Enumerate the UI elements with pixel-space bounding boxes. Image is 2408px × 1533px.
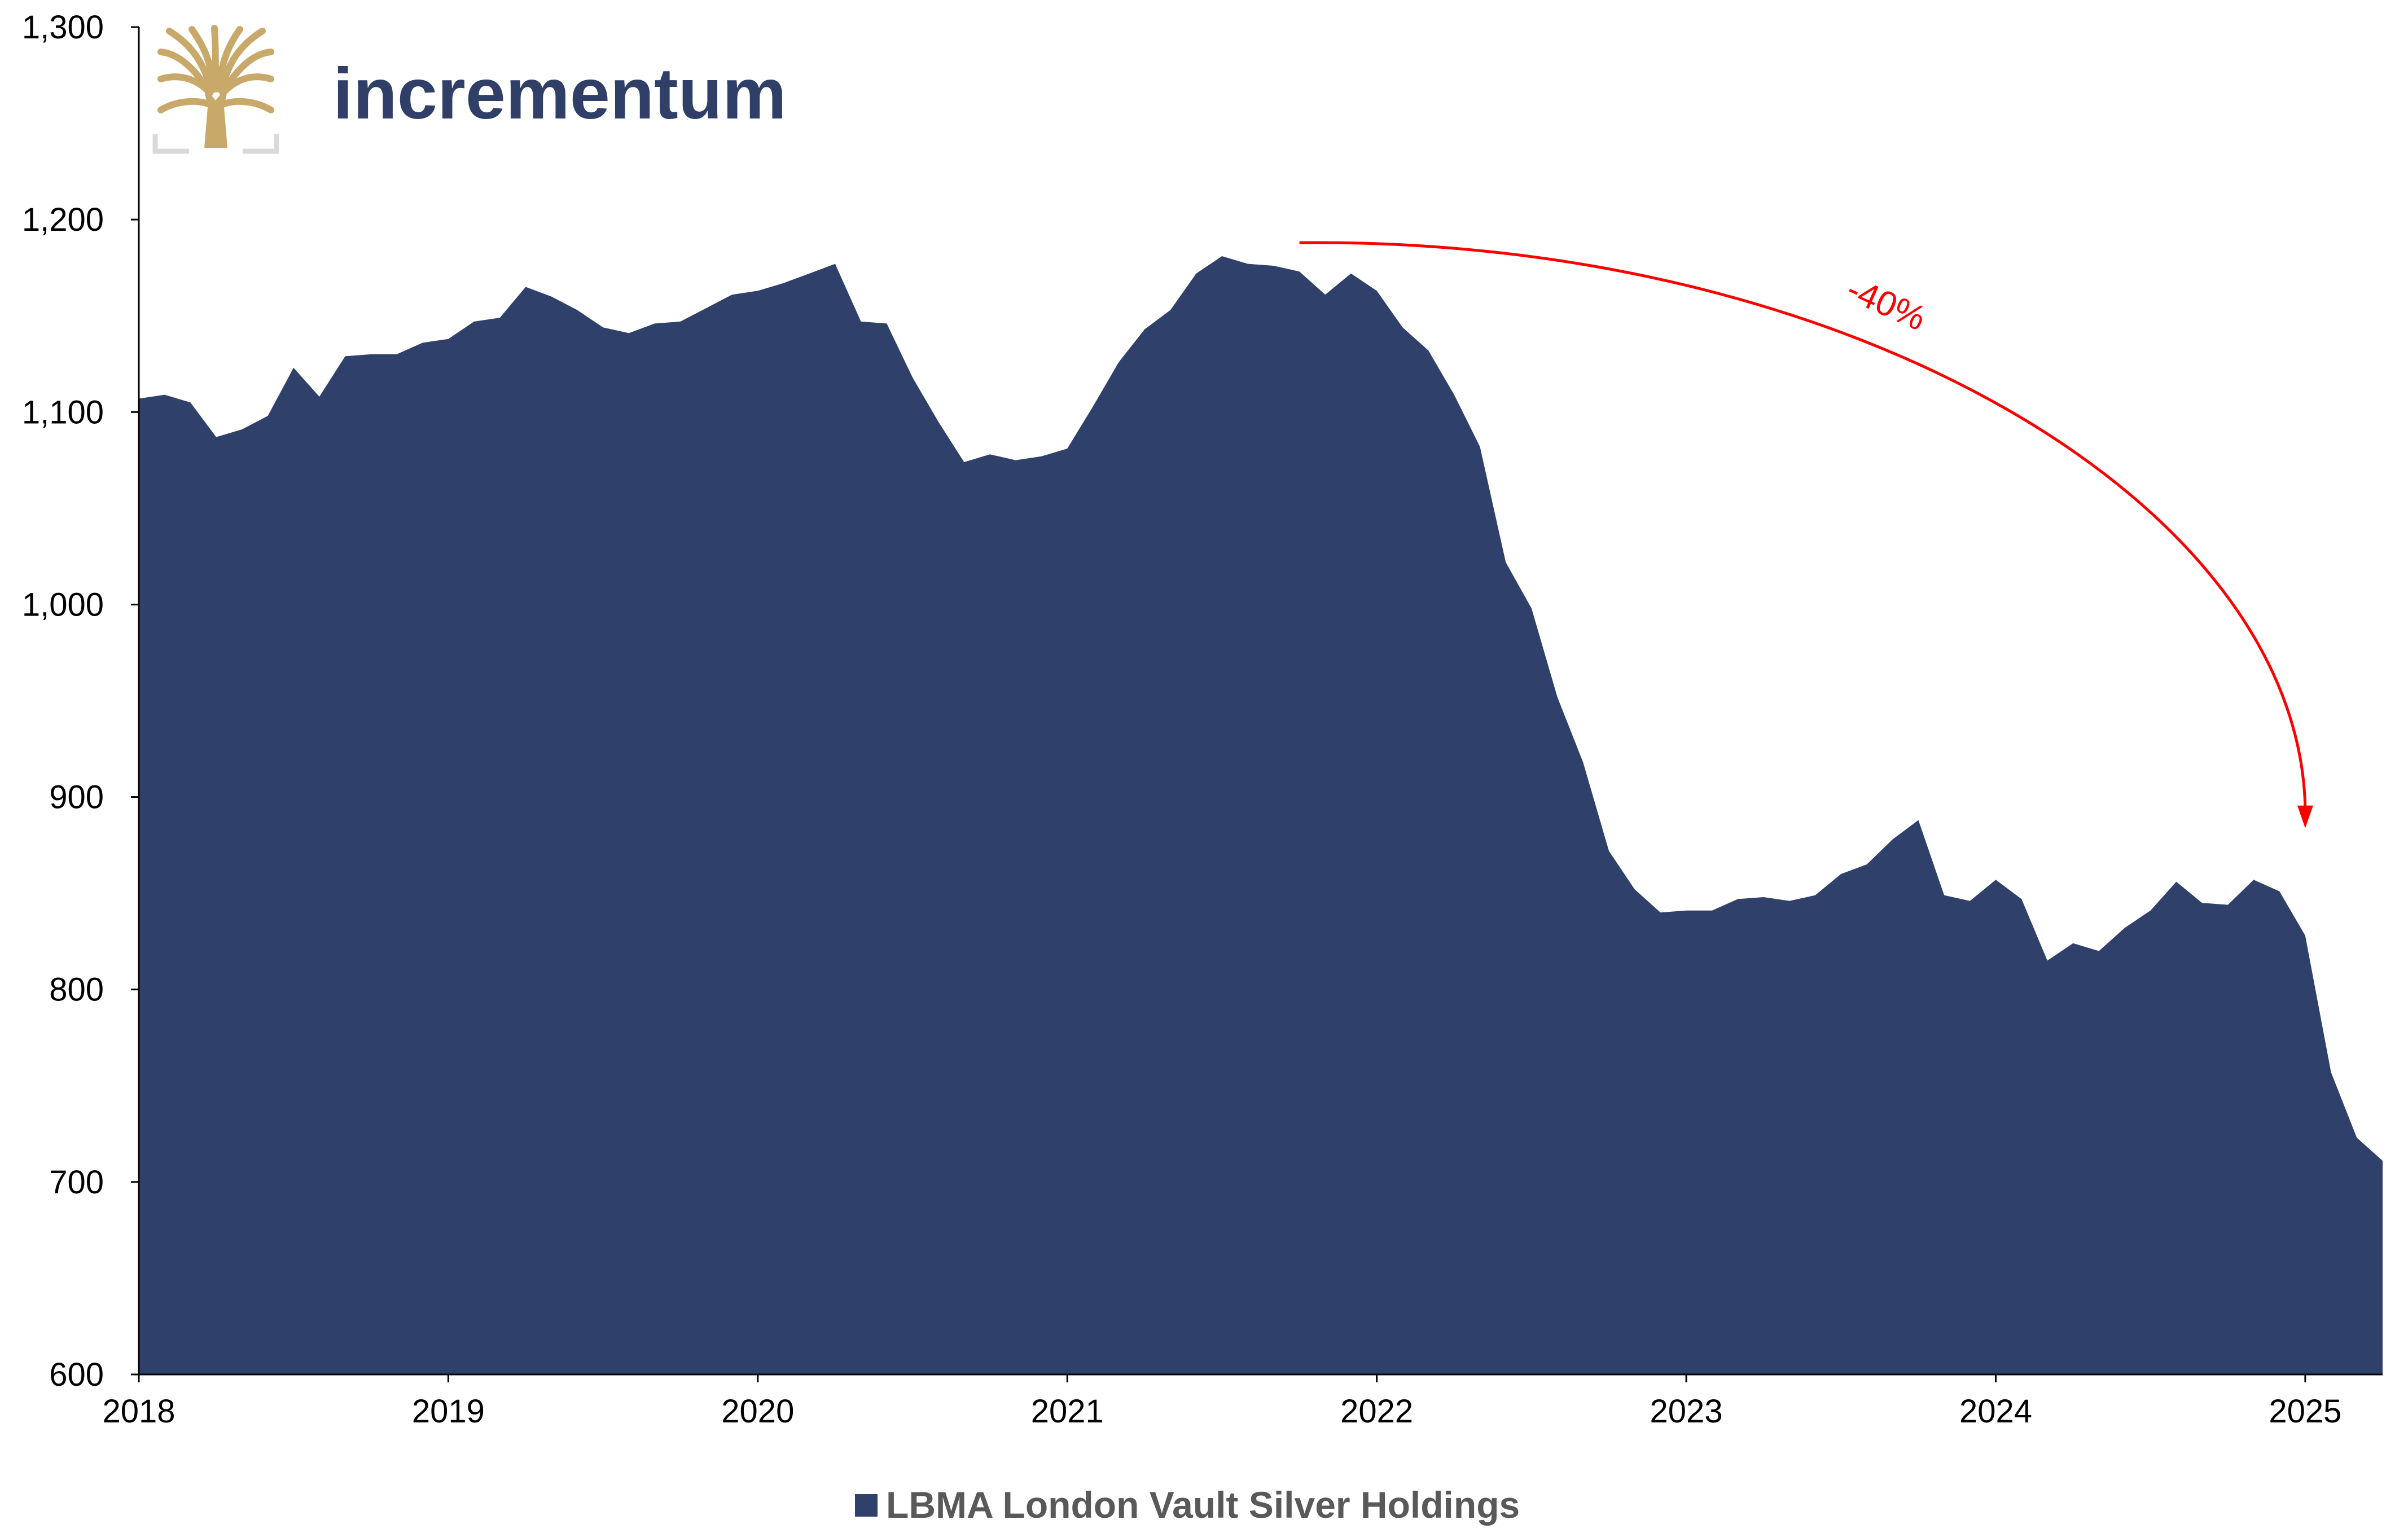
legend-label: LBMA London Vault Silver Holdings [886, 1484, 1520, 1526]
decline-arrow [1299, 241, 2307, 809]
y-tick-label: 1,100 [22, 394, 104, 431]
y-tick-label: 1,300 [22, 9, 104, 46]
x-tick-label: 2021 [1031, 1393, 1104, 1430]
x-tick-label: 2022 [1340, 1393, 1413, 1430]
y-axis-ticks: 600 700 800 900 1,000 1,100 1,200 1,300 [22, 9, 139, 1393]
x-tick-label: 2018 [102, 1393, 175, 1430]
y-tick-label: 900 [49, 779, 104, 816]
brand-name: incrementum [333, 54, 787, 134]
arrowhead-icon [2297, 805, 2313, 828]
decline-percent-label: -40% [1841, 270, 1931, 339]
x-axis-ticks: 2018 2019 2020 2021 2022 2023 2024 2025 [102, 1374, 2341, 1430]
y-tick-label: 700 [49, 1164, 104, 1201]
legend: LBMA London Vault Silver Holdings [855, 1484, 1520, 1526]
series-area-lbma-silver-holdings [139, 256, 2383, 1374]
x-tick-label: 2025 [2269, 1393, 2341, 1430]
y-tick-label: 1,000 [22, 586, 104, 623]
y-tick-label: 600 [49, 1356, 104, 1393]
y-tick-label: 800 [49, 972, 104, 1008]
x-tick-label: 2024 [1959, 1393, 2032, 1430]
legend-swatch [855, 1494, 878, 1517]
tree-logo-icon [152, 25, 279, 154]
x-tick-label: 2020 [721, 1393, 794, 1430]
y-tick-label: 1,200 [22, 201, 104, 238]
x-tick-label: 2019 [412, 1393, 485, 1430]
incrementum-logo: incrementum [152, 25, 787, 154]
x-tick-label: 2023 [1650, 1393, 1723, 1430]
